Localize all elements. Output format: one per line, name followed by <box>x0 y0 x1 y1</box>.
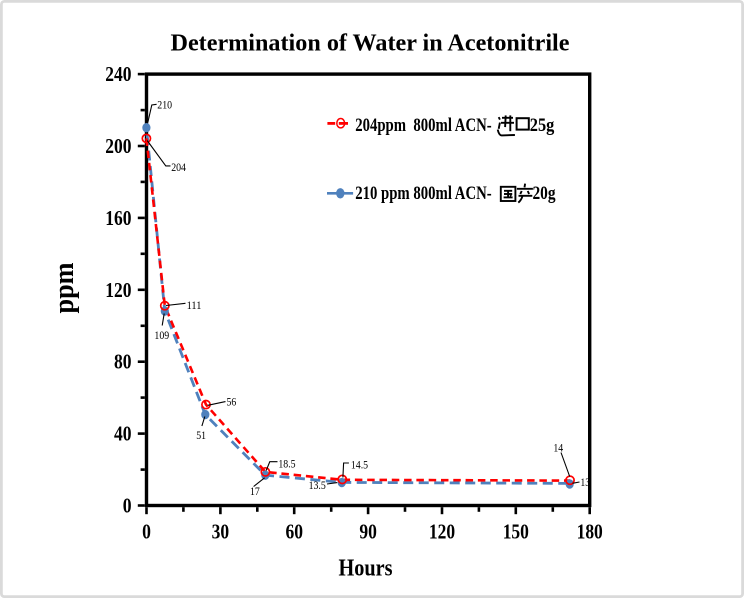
svg-text:210 ppm 800ml ACN-: 210 ppm 800ml ACN- <box>355 183 492 204</box>
svg-text:40: 40 <box>114 422 132 446</box>
svg-text:0: 0 <box>123 494 132 518</box>
svg-text:120: 120 <box>429 520 455 544</box>
svg-text:ppm: ppm <box>49 263 80 314</box>
svg-text:0: 0 <box>142 520 151 544</box>
svg-text:13.5: 13.5 <box>309 478 326 492</box>
svg-text:90: 90 <box>359 520 377 544</box>
svg-text:200: 200 <box>105 134 131 158</box>
svg-text:30: 30 <box>212 520 230 544</box>
svg-text:120: 120 <box>105 278 131 302</box>
svg-text:14: 14 <box>553 440 563 454</box>
svg-text:20g: 20g <box>533 183 556 204</box>
svg-text:13: 13 <box>580 475 590 489</box>
svg-text:111: 111 <box>187 298 202 312</box>
svg-text:160: 160 <box>105 206 131 230</box>
svg-text:Determination of Water in Acet: Determination of Water in Acetonitrile <box>171 30 570 57</box>
svg-text:204: 204 <box>171 160 186 174</box>
svg-text:210: 210 <box>157 97 172 111</box>
svg-text:18.5: 18.5 <box>278 456 295 470</box>
svg-text:17: 17 <box>250 484 260 498</box>
svg-text:56: 56 <box>227 394 237 408</box>
svg-text:150: 150 <box>503 520 529 544</box>
svg-text:109: 109 <box>154 328 169 342</box>
svg-text:25g: 25g <box>530 115 555 136</box>
svg-text:180: 180 <box>577 520 603 544</box>
svg-text:240: 240 <box>105 62 131 86</box>
svg-text:80: 80 <box>114 350 132 374</box>
svg-text:51: 51 <box>196 428 206 442</box>
svg-text:14.5: 14.5 <box>351 458 368 472</box>
svg-text:204ppm 800ml ACN-: 204ppm 800ml ACN- <box>355 115 492 136</box>
svg-text:60: 60 <box>285 520 303 544</box>
svg-text:Hours: Hours <box>339 555 393 582</box>
